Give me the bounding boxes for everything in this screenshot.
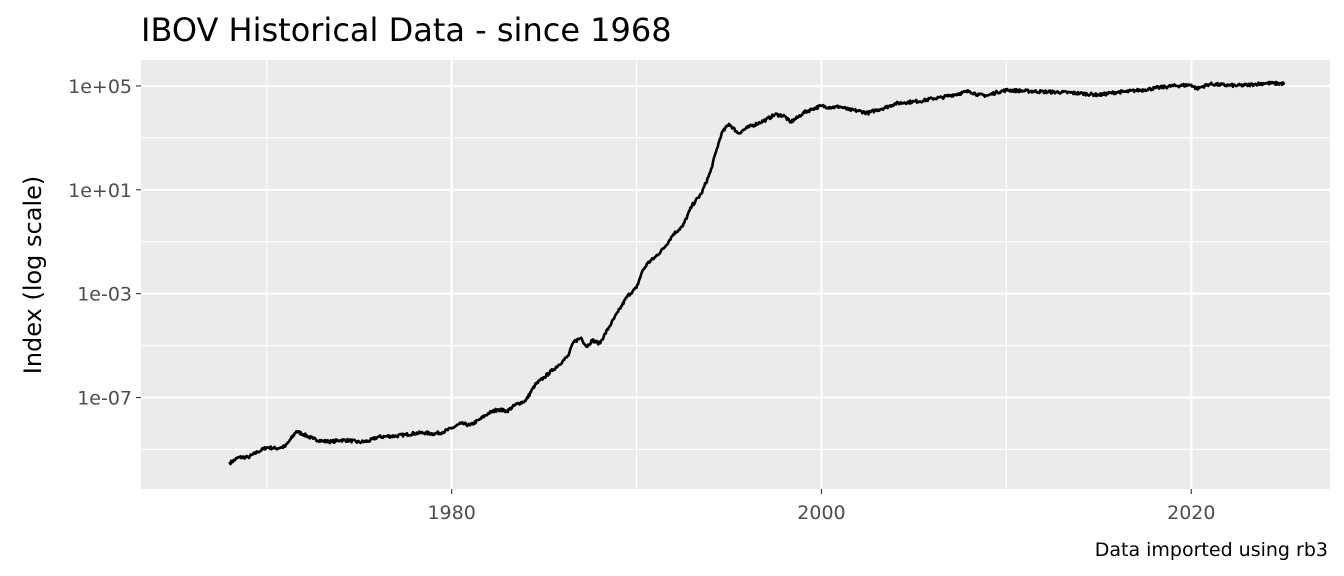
chart-caption: Data imported using rb3 [1095, 539, 1328, 561]
y-tick-label: 1e-07 [77, 388, 132, 410]
x-tick-label: 2020 [1167, 502, 1215, 524]
major-gridlines [141, 60, 1330, 489]
y-tick-label: 1e-03 [77, 284, 132, 306]
x-axis: 1980 2000 2020 [427, 489, 1215, 524]
minor-gridlines [141, 60, 1330, 489]
chart-title: IBOV Historical Data - since 1968 [141, 11, 672, 49]
y-tick-label: 1e+05 [68, 76, 132, 98]
y-axis: 1e-07 1e-03 1e+01 1e+05 [68, 76, 141, 410]
plot-panel [141, 60, 1330, 489]
ibov-series-line [228, 80, 1286, 466]
x-tick-label: 2000 [797, 502, 845, 524]
y-tick-label: 1e+01 [68, 180, 132, 202]
x-tick-label: 1980 [427, 502, 475, 524]
y-axis-title: Index (log scale) [19, 176, 47, 374]
